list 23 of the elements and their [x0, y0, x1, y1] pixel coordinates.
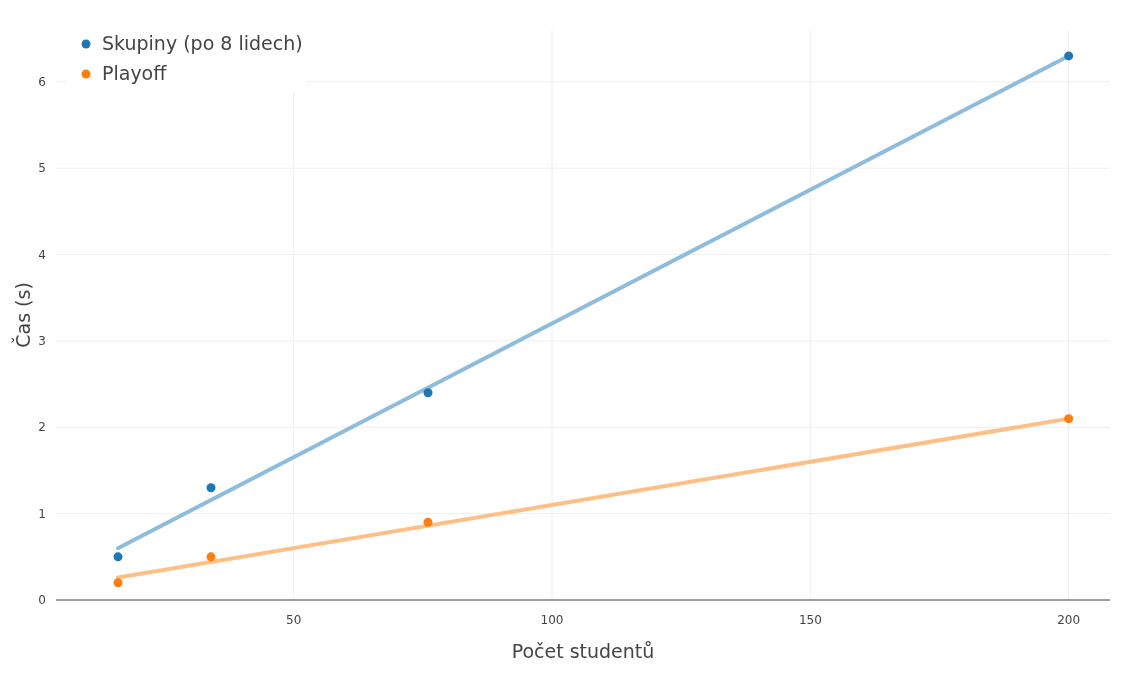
legend-label: Skupiny (po 8 lidech): [102, 32, 303, 54]
y-axis-title: Čas (s): [11, 282, 34, 348]
y-tick-label: 0: [38, 593, 46, 607]
y-tick-label: 3: [38, 333, 46, 348]
point: [206, 483, 216, 493]
point: [1064, 51, 1074, 61]
point: [423, 388, 433, 398]
x-axis-title: Počet studentů: [511, 640, 655, 662]
y-tick-label: 5: [38, 161, 46, 176]
legend-label: Playoff: [102, 62, 168, 84]
x-tick-label: 200: [1057, 613, 1081, 627]
y-tick-label: 4: [38, 247, 46, 262]
x-tick-label: 100: [540, 613, 564, 627]
x-tick-label: 150: [798, 613, 822, 627]
y-tick-label: 6: [38, 74, 46, 89]
y-tick-label: 2: [38, 420, 46, 435]
point: [113, 552, 123, 562]
x-tick-label: 50: [286, 613, 302, 627]
point: [1064, 414, 1074, 424]
point: [423, 517, 433, 527]
y-tick-label: 1: [38, 506, 46, 521]
point: [113, 578, 123, 588]
point: [206, 552, 216, 562]
